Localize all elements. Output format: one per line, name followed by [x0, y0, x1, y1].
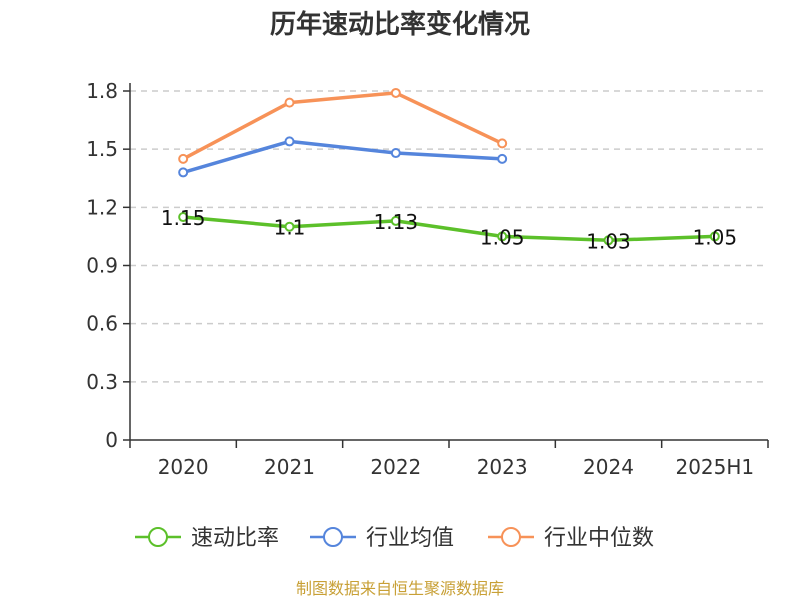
data-label: 1.05	[693, 225, 738, 249]
data-point	[497, 231, 508, 242]
y-axis-ticks: 0 0.3 0.6 0.9 1.2 1.5 1.8	[86, 79, 130, 452]
data-point	[284, 221, 295, 232]
data-point	[390, 148, 401, 159]
x-tick-label: 2024	[583, 455, 634, 479]
y-tick-label: 0	[105, 428, 118, 452]
data-label: 1.03	[586, 229, 631, 253]
data-point	[178, 167, 189, 178]
data-point	[709, 231, 720, 242]
legend-label: 行业均值	[366, 526, 454, 551]
x-tick-label: 2020	[158, 455, 209, 479]
x-tick-label: 2021	[264, 455, 315, 479]
legend-item-1: 速动比率	[135, 526, 279, 551]
data-labels: 1.15 1.1 1.13 1.05 1.03 1.05	[161, 206, 737, 253]
x-tick-label: 2023	[477, 455, 528, 479]
series-line-1	[181, 215, 717, 243]
data-label: 1.1	[274, 216, 306, 240]
series-lines	[178, 87, 720, 246]
source-note: 制图数据来自恒生聚源数据库	[296, 579, 504, 598]
data-point	[497, 153, 508, 164]
data-label: 1.05	[480, 225, 525, 249]
x-axis-ticks: 2020 2021 2022 2023 2024 2025H1	[129, 440, 769, 479]
series-line-3	[181, 91, 504, 161]
legend-item-2: 行业均值	[310, 526, 454, 551]
legend-item-3: 行业中位数	[488, 526, 654, 551]
data-point	[178, 212, 189, 223]
data-point	[178, 153, 189, 164]
x-tick-label: 2022	[370, 455, 421, 479]
data-point	[390, 87, 401, 98]
y-tick-label: 0.6	[86, 312, 118, 336]
legend: 速动比率 行业均值 行业中位数	[135, 526, 654, 551]
legend-marker	[148, 527, 168, 547]
data-point	[390, 215, 401, 226]
y-tick-label: 0.9	[86, 254, 118, 278]
data-point	[497, 138, 508, 149]
legend-label: 行业中位数	[544, 526, 654, 551]
data-label: 1.15	[161, 206, 206, 230]
data-label: 1.13	[374, 210, 419, 234]
y-tick-label: 0.3	[86, 370, 118, 394]
y-tick-label: 1.8	[86, 79, 118, 103]
y-tick-label: 1.5	[86, 137, 118, 161]
data-point	[284, 136, 295, 147]
series-line-2	[181, 139, 504, 175]
y-tick-label: 1.2	[86, 195, 118, 219]
legend-label: 速动比率	[191, 526, 279, 551]
chart-title: 历年速动比率变化情况	[270, 9, 530, 40]
legend-marker	[501, 527, 521, 547]
grid-lines	[130, 90, 768, 383]
x-tick-label: 2025H1	[675, 455, 754, 479]
legend-marker	[323, 527, 343, 547]
data-point	[284, 97, 295, 108]
data-point	[603, 235, 614, 246]
